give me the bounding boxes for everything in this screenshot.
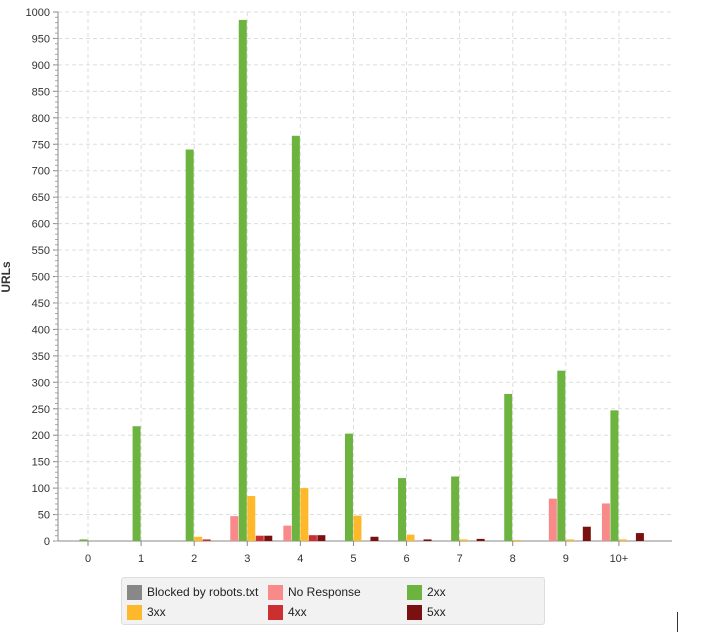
legend-label: Blocked by robots.txt <box>147 585 259 599</box>
bar-2xx-6 <box>398 478 407 541</box>
bar-5xx-9 <box>582 526 591 541</box>
legend-item: No Response <box>268 583 361 601</box>
x-tick-label: 3 <box>244 553 250 565</box>
bar-no-response-4 <box>283 525 292 541</box>
legend-swatch <box>407 604 422 620</box>
bar-3xx-6 <box>406 534 415 541</box>
y-tick-label: 850 <box>32 86 50 98</box>
bar-2xx-8 <box>504 393 513 541</box>
y-axis-label: URLs <box>0 261 13 293</box>
x-tick-label: 4 <box>297 553 303 565</box>
legend-swatch <box>127 584 142 600</box>
legend-label: 4xx <box>288 605 307 619</box>
y-tick-label: 750 <box>32 139 50 151</box>
y-tick-label: 100 <box>32 483 50 495</box>
bar-5xx-7 <box>476 538 485 541</box>
x-tick-label: 9 <box>563 553 569 565</box>
bar-layer <box>79 19 644 542</box>
x-tick-label: 0 <box>85 553 91 565</box>
x-tick-label: 6 <box>403 553 409 565</box>
bar-3xx-3 <box>247 496 256 541</box>
y-tick-label: 500 <box>32 272 50 284</box>
bar-2xx-10 <box>610 410 619 541</box>
grid-layer <box>58 11 672 542</box>
y-tick-label: 0 <box>44 536 50 548</box>
legend-label: 2xx <box>427 585 446 599</box>
bar-no-response-3 <box>230 516 239 541</box>
y-tick-label: 300 <box>32 377 50 389</box>
bar-2xx-0 <box>79 539 88 541</box>
y-tick-label: 400 <box>32 324 50 336</box>
legend-item: Blocked by robots.txt <box>127 583 258 601</box>
bar-no-response-9 <box>548 498 557 541</box>
bar-2xx-7 <box>451 476 460 541</box>
bar-5xx-5 <box>370 536 379 541</box>
legend-item: 4xx <box>268 603 307 621</box>
y-tick-label: 950 <box>32 33 50 45</box>
y-tick-label: 600 <box>32 219 50 231</box>
y-tick-label: 800 <box>32 113 50 125</box>
x-tick-label: 5 <box>350 553 356 565</box>
legend-item: 3xx <box>127 603 166 621</box>
y-tick-label: 150 <box>32 457 50 469</box>
bar-3xx-10 <box>618 539 627 541</box>
y-tick-label: 450 <box>32 298 50 310</box>
bar-2xx-2 <box>185 149 194 542</box>
bar-4xx-2 <box>202 539 211 541</box>
y-tick-label: 550 <box>32 245 50 257</box>
x-tick-label: 8 <box>510 553 516 565</box>
legend-swatch <box>268 584 283 600</box>
y-tick-label: 650 <box>32 192 50 204</box>
bar-3xx-9 <box>565 539 574 541</box>
bar-2xx-5 <box>344 433 353 541</box>
bar-4xx-3 <box>255 535 264 541</box>
bar-2xx-3 <box>238 19 247 542</box>
legend-item: 5xx <box>407 603 446 621</box>
bar-2xx-1 <box>132 426 141 541</box>
bar-2xx-9 <box>557 370 566 541</box>
legend-item: 2xx <box>407 583 446 601</box>
y-tick-label: 200 <box>32 430 50 442</box>
legend: Blocked by robots.txt No Response 2xx 3xx 4x… <box>121 577 545 625</box>
bar-2xx-4 <box>291 135 300 541</box>
text-cursor <box>677 612 678 632</box>
legend-label: 5xx <box>427 605 446 619</box>
bar-3xx-2 <box>194 536 203 541</box>
bar-5xx-4 <box>317 535 326 541</box>
axis-layer: 0501001502002503003504004505005506006507… <box>26 7 672 565</box>
legend-swatch <box>127 604 142 620</box>
bar-no-response-10 <box>601 503 610 541</box>
x-tick-label: 10+ <box>610 553 629 565</box>
bar-5xx-3 <box>264 535 273 541</box>
y-tick-label: 900 <box>32 60 50 72</box>
legend-label: No Response <box>288 585 361 599</box>
bar-4xx-4 <box>308 535 317 541</box>
y-tick-label: 50 <box>38 510 50 522</box>
bar-3xx-7 <box>459 539 468 541</box>
y-tick-label: 350 <box>32 351 50 363</box>
legend-label: 3xx <box>147 605 166 619</box>
bar-3xx-5 <box>353 515 362 541</box>
bar-5xx-6 <box>423 539 432 541</box>
bar-3xx-4 <box>300 488 309 541</box>
y-tick-label: 700 <box>32 166 50 178</box>
x-tick-label: 2 <box>191 553 197 565</box>
y-tick-label: 1000 <box>26 7 50 19</box>
x-tick-label: 7 <box>457 553 463 565</box>
bar-5xx-10 <box>635 533 644 541</box>
y-tick-label: 250 <box>32 404 50 416</box>
bar-3xx-8 <box>512 539 521 541</box>
legend-swatch <box>407 584 422 600</box>
x-tick-label: 1 <box>138 553 144 565</box>
legend-swatch <box>268 604 283 620</box>
